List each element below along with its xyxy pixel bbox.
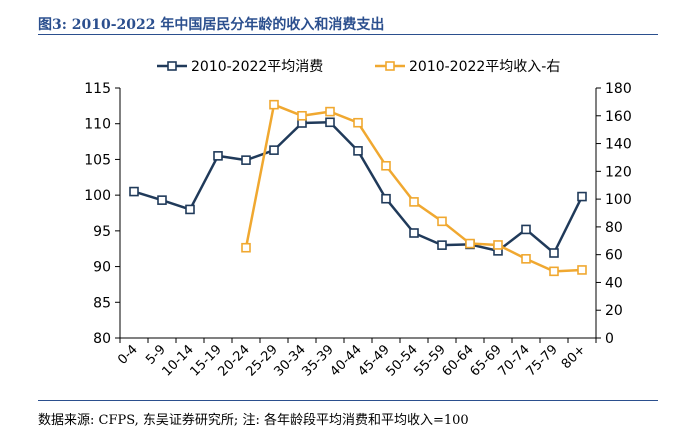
- legend-label: 2010-2022平均收入-右: [409, 59, 560, 75]
- data-point: [269, 145, 279, 155]
- y-left-tick-label: 85: [93, 295, 111, 311]
- y-right-tick-label: 180: [605, 81, 632, 97]
- x-tick-label: 80+: [559, 342, 589, 372]
- x-tick-label: 75-79: [524, 342, 561, 379]
- source-note: 数据来源: CFPS, 东吴证券研究所; 注: 各年龄段平均消费和平均收入=10…: [38, 413, 469, 428]
- data-point: [325, 106, 335, 117]
- data-point: [549, 266, 559, 277]
- y-left-tick-label: 115: [84, 81, 111, 97]
- data-point: [297, 110, 307, 121]
- y-right-tick-label: 0: [605, 331, 614, 347]
- data-point: [353, 146, 363, 156]
- x-tick-label: 0-4: [115, 342, 141, 368]
- data-point: [213, 151, 223, 161]
- y-left-tick-label: 105: [84, 152, 111, 168]
- y-left-tick-label: 110: [84, 117, 111, 133]
- y-right-tick-label: 20: [605, 303, 623, 319]
- figure-title: 图3: 2010-2022 年中国居民分年龄的收入和消费支出: [38, 17, 385, 33]
- y-right-tick-label: 60: [605, 248, 623, 264]
- data-point: [157, 195, 167, 205]
- series-layer: [129, 99, 587, 277]
- series-line-1: [133, 121, 584, 255]
- line-chart: 2010-2022平均消费 2010-2022平均收入-右 80 85 90 95 100…: [84, 59, 632, 380]
- data-point: [521, 224, 531, 235]
- data-point: [129, 186, 139, 197]
- y-left-tick-label: 100: [84, 188, 111, 204]
- legend-label: 2010-2022平均消费: [191, 59, 323, 75]
- y-right-tick-label: 140: [605, 137, 632, 153]
- data-point: [409, 228, 419, 238]
- data-point: [241, 242, 251, 253]
- data-point: [269, 99, 279, 110]
- title-bar: 图3: 2010-2022 年中国居民分年龄的收入和消费支出: [38, 8, 658, 35]
- data-point: [437, 216, 447, 227]
- data-point: [241, 155, 251, 165]
- data-point: [409, 197, 419, 207]
- legend: 2010-2022平均消费 2010-2022平均收入-右: [157, 59, 560, 75]
- y-right-tick-label: 80: [605, 220, 623, 236]
- y-left-tick-label: 95: [93, 224, 111, 240]
- data-point: [381, 193, 391, 204]
- y-right-tick-label: 160: [605, 109, 632, 125]
- data-point: [437, 240, 447, 250]
- y-left-tick-label: 90: [93, 260, 111, 276]
- data-point: [353, 117, 363, 128]
- y-right-tick-label: 120: [605, 164, 632, 180]
- source-bar: 数据来源: CFPS, 东吴证券研究所; 注: 各年龄段平均消费和平均收入=10…: [38, 400, 658, 431]
- legend-marker: [167, 61, 177, 71]
- data-point: [185, 204, 195, 215]
- data-point: [493, 240, 503, 250]
- data-point: [577, 265, 587, 275]
- y-right-tick-label: 100: [605, 192, 632, 208]
- legend-marker: [385, 61, 395, 71]
- data-point: [521, 254, 531, 264]
- data-point: [577, 191, 587, 202]
- data-point: [381, 160, 391, 171]
- data-point: [549, 248, 559, 258]
- data-point: [325, 117, 335, 128]
- y-right-tick-label: 40: [605, 275, 623, 291]
- data-point: [465, 238, 475, 249]
- y-left-tick-label: 80: [93, 331, 111, 347]
